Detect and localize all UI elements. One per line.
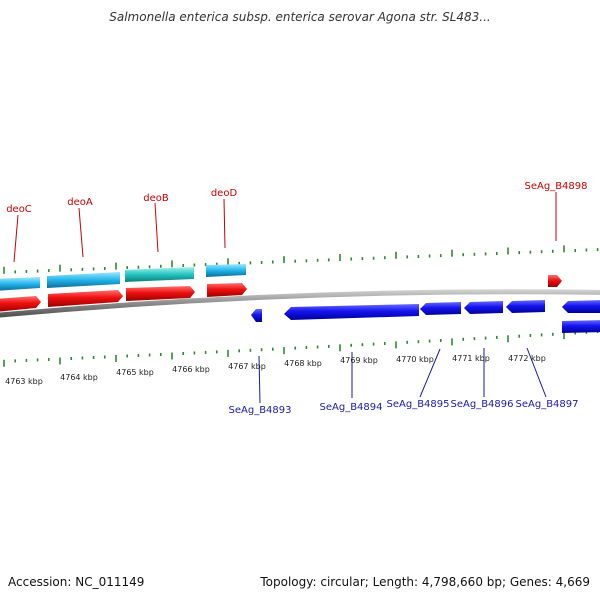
scale-label-4768: 4768 kbp: [284, 359, 322, 368]
deoB-operon-feature[interactable]: [125, 267, 194, 282]
reverse-label-leaders: [258, 347, 547, 404]
scale-label-4764: 4764 kbp: [60, 373, 98, 382]
SeAg_B4897-label[interactable]: SeAg_B4897: [516, 399, 579, 410]
deoB-leader: [154, 202, 159, 253]
deoC-operon-feature[interactable]: [0, 277, 40, 291]
deoB-gene[interactable]: [126, 286, 195, 301]
deoA-leader: [78, 207, 84, 258]
deoD-gene[interactable]: [207, 283, 247, 297]
forward-label-leaders: [13, 192, 557, 263]
SeAg_B4896-label[interactable]: SeAg_B4896: [451, 399, 514, 410]
scale-labels: 4763 kbp 4764 kbp 4765 kbp 4766 kbp 4767…: [5, 354, 546, 386]
SeAg_B4894-gene[interactable]: [284, 304, 419, 320]
accession-text: Accession: NC_011149: [8, 575, 145, 589]
SeAg_B4895-gene[interactable]: [420, 302, 461, 315]
reverse-gene-track: [251, 300, 600, 333]
SeAg_B4896-gene[interactable]: [464, 301, 503, 314]
deoB-label[interactable]: deoB: [143, 193, 169, 204]
SeAg_B4895-leader: [419, 348, 441, 398]
scale-label-4769: 4769 kbp: [340, 356, 378, 365]
reverse-gene-labels: SeAg_B4893 SeAg_B4894 SeAg_B4895 SeAg_B4…: [229, 399, 579, 416]
deoC-label[interactable]: deoC: [6, 204, 32, 215]
SeAg_B4895-label[interactable]: SeAg_B4895: [387, 399, 450, 410]
forward-tick-track: [3, 245, 599, 274]
SeAg_B4897-leader: [526, 347, 547, 398]
deoC-leader: [13, 214, 19, 263]
deoD-leader: [223, 198, 226, 249]
SeAg_B4898-gene[interactable]: [548, 275, 562, 287]
SeAg_B4897-gene[interactable]: [506, 300, 545, 313]
deoA-label[interactable]: deoA: [67, 197, 93, 208]
deoD-operon-feature[interactable]: [206, 264, 246, 277]
SeAg_B4893-leader: [258, 355, 261, 404]
SeAg_B4898-label[interactable]: SeAg_B4898: [525, 181, 588, 192]
forward-gene-labels: deoC deoA deoB deoD SeAg_B4898: [6, 181, 587, 215]
genome-backbone: [0, 289, 600, 318]
next-reverse-gene-2[interactable]: [562, 320, 600, 333]
next-reverse-gene-1[interactable]: [562, 300, 600, 313]
map-title: Salmonella enterica subsp. enterica sero…: [109, 10, 491, 24]
SeAg_B4894-label[interactable]: SeAg_B4894: [320, 402, 383, 413]
topology-summary: Topology: circular; Length: 4,798,660 bp…: [260, 575, 590, 589]
scale-label-4765: 4765 kbp: [116, 368, 154, 377]
scale-label-4771: 4771 kbp: [452, 354, 490, 363]
scale-label-4763: 4763 kbp: [5, 377, 43, 386]
scale-label-4770: 4770 kbp: [396, 355, 434, 364]
reverse-tick-track: [3, 330, 599, 367]
deoA-gene[interactable]: [48, 290, 123, 307]
forward-gene-track: [0, 275, 562, 312]
scale-label-4767: 4767 kbp: [228, 362, 266, 371]
SeAg_B4893-label[interactable]: SeAg_B4893: [229, 405, 292, 416]
deoD-label[interactable]: deoD: [211, 188, 238, 199]
scale-label-4772: 4772 kbp: [508, 354, 546, 363]
forward-operon-track: [0, 264, 246, 291]
deoA-operon-feature[interactable]: [47, 272, 120, 288]
scale-label-4766: 4766 kbp: [172, 365, 210, 374]
SeAg_B4893-gene[interactable]: [251, 309, 262, 322]
deoC-gene[interactable]: [0, 296, 41, 312]
